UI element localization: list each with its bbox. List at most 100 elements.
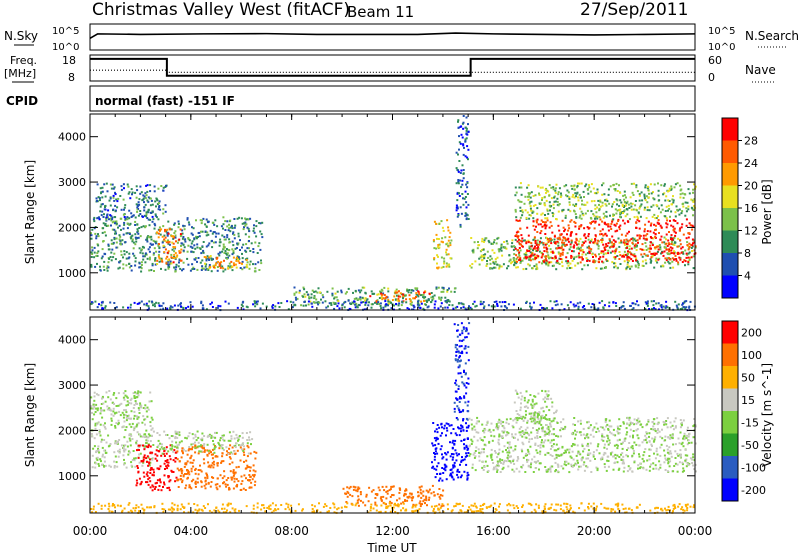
range-gate-cell [404, 489, 407, 492]
range-gate-cell [655, 204, 658, 207]
range-gate-cell [423, 291, 426, 294]
range-gate-cell [153, 222, 156, 225]
range-gate-cell [150, 428, 153, 431]
range-gate-cell [536, 254, 539, 257]
range-gate-cell [580, 217, 583, 220]
range-gate-cell [143, 255, 146, 258]
range-gate-cell [146, 184, 149, 187]
range-gate-cell [552, 203, 555, 206]
range-gate-cell [97, 250, 100, 253]
range-gate-cell [628, 218, 631, 221]
range-gate-cell [148, 269, 151, 272]
range-gate-cell [139, 433, 141, 436]
range-gate-cell [162, 212, 165, 215]
range-gate-cell [618, 209, 621, 211]
range-gate-cell [182, 475, 185, 478]
range-gate-cell [239, 239, 241, 242]
range-gate-cell [130, 425, 133, 428]
range-gate-cell [596, 217, 599, 220]
range-gate-cell [447, 253, 450, 256]
range-gate-cell [406, 496, 409, 499]
range-gate-cell [670, 243, 673, 245]
range-gate-cell [105, 182, 108, 185]
range-gate-cell [447, 423, 450, 426]
range-gate-cell [446, 451, 449, 454]
range-gate-cell [188, 239, 191, 242]
range-gate-cell [623, 307, 626, 310]
range-gate-cell [532, 204, 535, 207]
range-gate-cell [265, 305, 268, 308]
range-gate-cell [647, 185, 649, 188]
range-gate-cell [133, 404, 136, 406]
range-gate-cell [183, 507, 186, 509]
range-gate-cell [623, 190, 626, 193]
range-gate-cell [225, 485, 228, 488]
range-gate-cell [167, 450, 170, 453]
range-gate-cell [645, 217, 648, 220]
range-gate-cell [468, 305, 470, 308]
range-gate-cell [180, 503, 183, 506]
range-gate-cell [441, 426, 443, 429]
range-gate-cell [665, 226, 668, 229]
range-gate-cell [341, 304, 344, 307]
range-gate-cell [635, 209, 638, 212]
range-gate-cell [171, 248, 174, 251]
range-gate-cell [244, 221, 247, 224]
range-gate-cell [243, 454, 246, 456]
range-gate-cell [157, 488, 160, 491]
range-gate-cell [174, 460, 177, 463]
range-gate-cell [156, 446, 159, 449]
range-gate-cell [149, 391, 152, 394]
range-gate-cell [160, 185, 163, 187]
range-gate-cell [208, 259, 211, 261]
range-gate-cell [602, 261, 605, 264]
range-gate-cell [246, 218, 249, 221]
range-gate-cell [116, 200, 119, 203]
range-gate-cell [606, 244, 609, 247]
range-gate-cell [488, 241, 491, 244]
range-gate-cell [175, 266, 178, 269]
range-gate-cell [554, 187, 557, 190]
range-gate-cell [392, 494, 395, 497]
range-gate-cell [602, 250, 605, 253]
range-gate-cell [626, 263, 629, 266]
range-gate-cell [433, 458, 436, 461]
range-gate-cell [446, 264, 449, 267]
range-gate-cell [167, 266, 170, 269]
range-gate-cell [232, 262, 235, 265]
range-gate-cell [238, 262, 241, 264]
range-gate-cell [657, 219, 660, 222]
range-gate-cell [414, 505, 417, 508]
range-gate-cell [630, 258, 633, 261]
range-gate-cell [575, 216, 578, 218]
range-gate-cell [207, 461, 210, 464]
range-gate-cell [196, 260, 198, 263]
range-gate-cell [622, 508, 625, 510]
range-gate-cell [230, 451, 233, 454]
range-gate-cell [223, 507, 226, 510]
range-gate-cell [448, 287, 450, 290]
range-gate-cell [481, 249, 483, 251]
range-gate-cell [130, 434, 133, 437]
range-gate-cell [543, 196, 546, 199]
colorbar-segment [722, 140, 738, 164]
range-gate-cell [544, 214, 546, 216]
range-gate-cell [616, 255, 619, 257]
range-gate-cell [420, 496, 423, 499]
range-gate-cell [618, 245, 621, 248]
range-gate-cell [149, 197, 152, 200]
range-gate-cell [191, 263, 194, 266]
range-gate-cell [115, 241, 118, 244]
range-gate-cell [97, 196, 100, 199]
range-gate-cell [237, 258, 240, 261]
range-gate-cell [249, 469, 252, 472]
range-gate-cell [448, 236, 451, 239]
range-gate-cell [466, 437, 469, 440]
range-gate-cell [166, 234, 169, 237]
range-gate-cell [665, 509, 668, 512]
range-gate-cell [572, 250, 575, 253]
range-gate-cell [614, 189, 617, 192]
range-gate-cell [228, 486, 231, 489]
range-gate-cell [579, 214, 582, 217]
range-gate-cell [173, 304, 176, 307]
